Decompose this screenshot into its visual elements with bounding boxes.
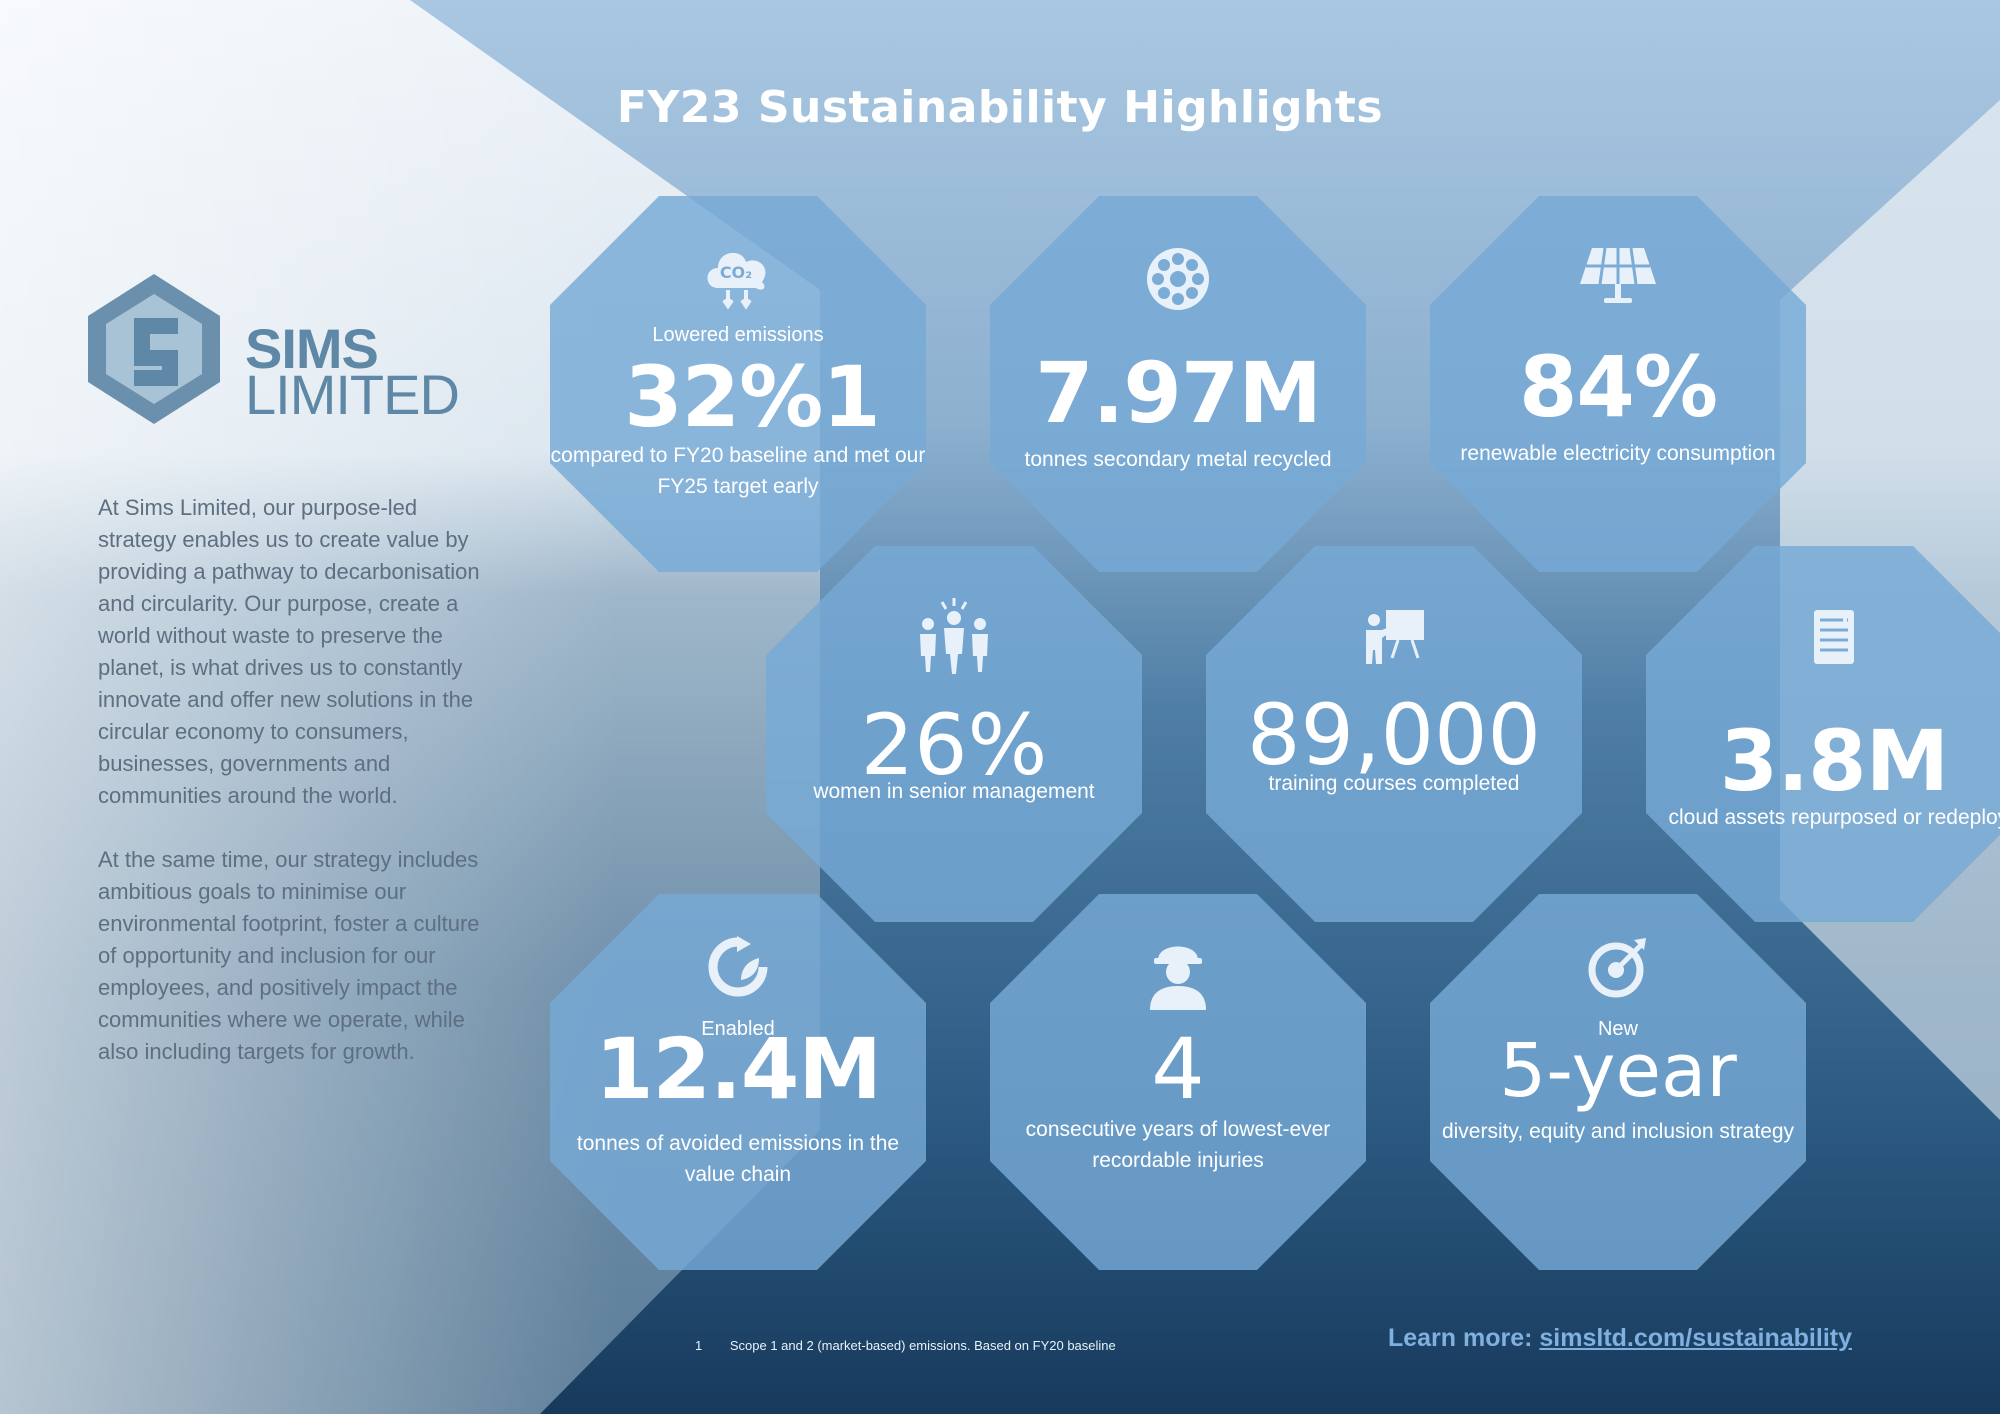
footnote-marker: 1 <box>822 348 880 446</box>
recycle-leaf-icon <box>708 936 768 997</box>
people-icon <box>920 598 988 674</box>
highlight-description: tonnes secondary metal recycled <box>1024 448 1332 471</box>
metal-disc-icon <box>1147 248 1209 310</box>
highlight-description: compared to FY20 baseline and met our FY… <box>550 444 926 498</box>
sims-logo-icon <box>88 274 220 424</box>
highlight-value: 89,000 <box>1247 686 1541 784</box>
presentation-icon <box>1366 610 1424 664</box>
highlight-value: 84% <box>1518 338 1718 436</box>
learn-more-label: Learn more: <box>1387 1324 1540 1352</box>
page-title: FY23 Sustainability Highlights <box>616 82 1384 133</box>
highlight-value: 12.4M <box>595 1020 882 1118</box>
highlight-prefix: New <box>1597 1018 1638 1040</box>
highlight-description: renewable electricity consumption <box>1460 442 1776 465</box>
highlight-women: 26% women in senior management <box>766 546 1142 922</box>
intro-paragraph: At Sims Limited, our purpose-led strateg… <box>98 495 480 808</box>
footnote: 1 Scope 1 and 2 (market-based) emissions… <box>695 1338 1116 1353</box>
intro-text: At Sims Limited, our purpose-led strateg… <box>98 492 498 1100</box>
highlight-dei-strategy: New 5-year diversity, equity and inclusi… <box>1430 894 1806 1270</box>
highlight-safety: 4 consecutive years of lowest-ever recor… <box>990 894 1366 1270</box>
server-icon <box>1814 610 1854 664</box>
highlight-prefix: Enabled <box>701 1018 775 1040</box>
highlight-value: 7.97M <box>1035 344 1322 442</box>
learn-more: Learn more: simsltd.com/sustainability <box>1388 1324 1852 1353</box>
brand-name-line2: LIMITED <box>245 363 460 426</box>
sustainability-link[interactable]: simsltd.com/sustainability <box>1539 1324 1852 1352</box>
highlight-description: consecutive years of lowest-ever recorda… <box>1025 1118 1331 1172</box>
highlight-metal-recycled: 7.97M tonnes secondary metal recycled <box>990 196 1366 572</box>
highlight-description: training courses completed <box>1268 772 1520 795</box>
highlight-value: 5-year <box>1499 1028 1737 1114</box>
brand-name-line1: SIMS <box>245 317 379 380</box>
highlight-training: 89,000 training courses completed <box>1206 546 1582 922</box>
highlight-description: women in senior management <box>813 780 1095 803</box>
highlight-avoided-emissions: Enabled 12.4M tonnes of avoided emission… <box>550 894 926 1270</box>
highlight-value: 3.8M <box>1719 712 1949 810</box>
highlight-prefix: Lowered emissions <box>652 324 824 346</box>
target-arrow-icon <box>1588 938 1646 998</box>
highlight-description: cloud assets repurposed or redeployed <box>1668 806 2000 829</box>
highlight-cloud-assets: 3.8M cloud assets repurposed or redeploy… <box>1646 546 2000 922</box>
svg-text:CO₂: CO₂ <box>720 263 752 282</box>
highlight-emissions: CO₂ Lowered emissions 32%1 compared to F… <box>550 196 926 572</box>
highlight-description: diversity, equity and inclusion strategy <box>1441 1120 1795 1143</box>
highlight-description: tonnes of avoided emissions in the value… <box>576 1132 900 1186</box>
highlight-value: 4 <box>1151 1020 1205 1118</box>
footnote-text: Scope 1 and 2 (market-based) emissions. … <box>729 1338 1116 1353</box>
highlight-value: 32%1 <box>624 348 881 446</box>
solar-panel-icon <box>1580 247 1656 303</box>
co2-cloud-icon: CO₂ <box>707 252 766 310</box>
worker-helmet-icon <box>1150 946 1206 1010</box>
footnote-number: 1 <box>695 1338 703 1353</box>
highlight-value: 26% <box>860 696 1048 794</box>
highlight-renewable: 84% renewable electricity consumption <box>1430 196 1806 572</box>
intro-paragraph: At the same time, our strategy includes … <box>98 847 480 1064</box>
